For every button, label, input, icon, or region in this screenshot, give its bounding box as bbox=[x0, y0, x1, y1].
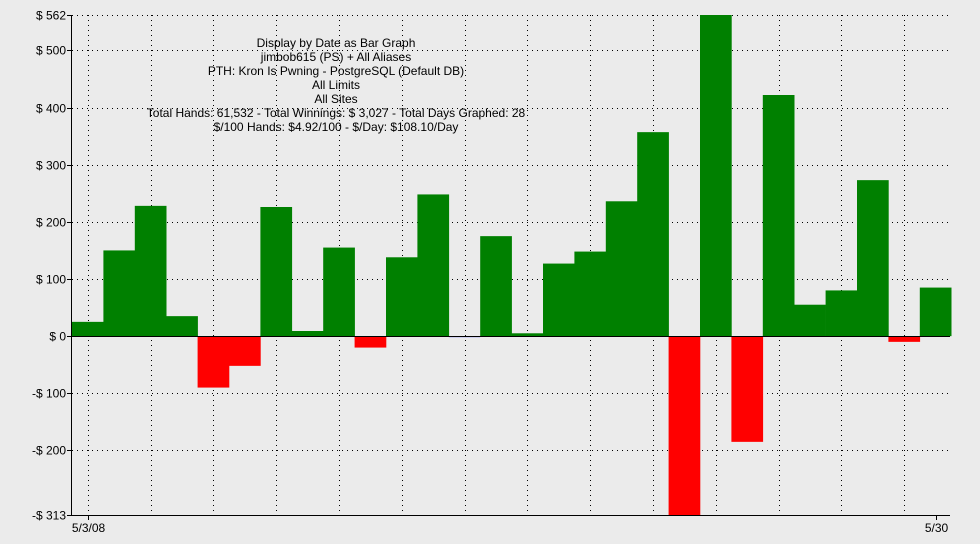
bar-positive bbox=[323, 247, 355, 337]
y-tick-label: $ 500 bbox=[36, 44, 66, 58]
x-tick-label: 5/30 bbox=[925, 521, 949, 535]
annotation-line: All Sites bbox=[314, 92, 357, 106]
bar-positive bbox=[260, 207, 293, 337]
annotation-line: jimbob615 (PS) + All Aliases bbox=[260, 50, 411, 64]
bar-positive bbox=[103, 250, 136, 337]
annotation-line: $/100 Hands: $4.92/100 - $/Day: $108.10/… bbox=[214, 120, 459, 134]
y-tick-label: -$ 313 bbox=[32, 509, 66, 523]
bar-positive bbox=[291, 331, 324, 337]
bar-positive bbox=[72, 321, 104, 337]
x-tick-label: 5/3/08 bbox=[72, 521, 106, 535]
annotation-line: PTH: Kron Is Pwning - PostgreSQL (Defaul… bbox=[208, 64, 464, 78]
y-tick-label: -$ 200 bbox=[32, 444, 66, 458]
axis-labels: $ 562 $ 500 $ 400 $ 300 $ 200 $ 100 $ 0 -$ 100 -… bbox=[32, 9, 949, 536]
y-tick-label: $ 562 bbox=[36, 9, 66, 23]
bar-negative bbox=[229, 336, 261, 366]
bar-positive bbox=[166, 316, 198, 337]
bar-negative bbox=[354, 336, 387, 348]
bar-positive bbox=[386, 257, 418, 337]
bar-positive bbox=[511, 333, 544, 337]
bar-positive bbox=[637, 132, 669, 337]
bar-negative bbox=[197, 336, 230, 388]
y-tick-label: $ 400 bbox=[36, 102, 66, 116]
bar-positive bbox=[857, 180, 889, 337]
bar-positive bbox=[700, 15, 732, 337]
bar-negative bbox=[668, 336, 701, 515]
bar-positive bbox=[134, 205, 167, 337]
bar-positive bbox=[417, 194, 450, 337]
annotation-line: Display by Date as Bar Graph bbox=[257, 36, 416, 50]
y-tick-label: $ 300 bbox=[36, 159, 66, 173]
bar-positive bbox=[574, 251, 607, 337]
bar-negative bbox=[888, 336, 921, 342]
y-tick-label: $ 0 bbox=[49, 330, 66, 344]
y-tick-label: -$ 100 bbox=[32, 387, 66, 401]
bar-negative bbox=[731, 336, 764, 442]
annotation-line: Total Hands: 61,532 - Total Winnings: $ … bbox=[147, 106, 526, 120]
bars bbox=[72, 15, 952, 515]
bar-positive bbox=[794, 304, 826, 337]
bar-positive bbox=[543, 263, 575, 337]
annotation-line: All Limits bbox=[312, 78, 360, 92]
bar-positive bbox=[919, 287, 952, 337]
bar-positive bbox=[605, 201, 638, 337]
bar-positive bbox=[825, 290, 858, 337]
axes bbox=[67, 15, 950, 520]
bar-positive bbox=[480, 236, 512, 337]
y-tick-label: $ 100 bbox=[36, 273, 66, 287]
bar-positive bbox=[762, 95, 795, 337]
y-tick-label: $ 200 bbox=[36, 216, 66, 230]
